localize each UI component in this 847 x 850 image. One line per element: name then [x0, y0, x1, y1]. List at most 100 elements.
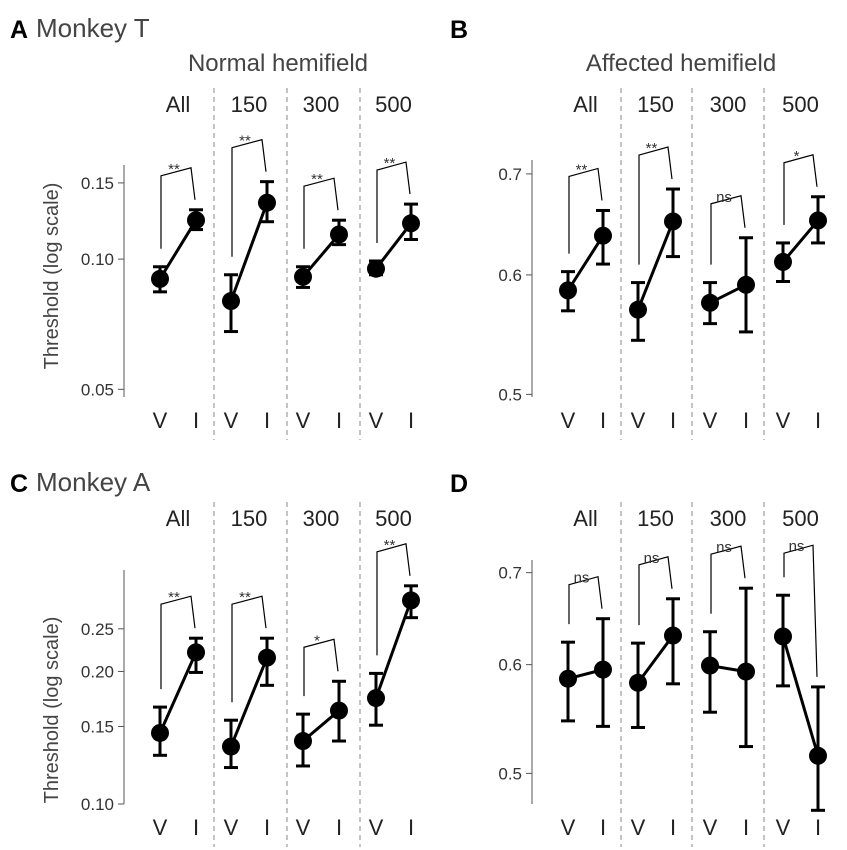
panel-d-group-150-point-v: [629, 673, 647, 692]
panel-b-group-all-connector: [566, 234, 605, 292]
panel-a-group-all-label: All: [166, 92, 190, 117]
panel-a-group-500-point-v: [367, 259, 385, 278]
panel-c-group-500-label: 500: [375, 506, 412, 531]
panel-b-group-300-x-label-v: V: [703, 408, 718, 433]
panel-b-group-500-connector: [781, 219, 820, 263]
panel-d-group-all-x-label-v: V: [561, 815, 576, 840]
panel-c-group-300-sig-label: *: [314, 632, 320, 649]
panel-b-group-all-point-v: [559, 281, 577, 300]
panel-letter-c: C: [10, 470, 28, 498]
panel-b-group-all-label: All: [573, 92, 597, 117]
panel-a-group-300-sig-bracket: [303, 177, 339, 249]
panel-c-group-150-x-label-i: I: [264, 815, 270, 840]
panel-d-group-all-point-v: [559, 669, 577, 688]
panel-d-group-150-x-label-v: V: [631, 815, 646, 840]
panel-d-group-all-sig-label: ns: [574, 570, 590, 587]
panel-c-group-all-sig-label: **: [168, 589, 180, 606]
panel-a-group-150-point-v: [222, 292, 240, 311]
panel-c-group-500-sig-bracket: [376, 543, 411, 656]
panel-a-group-all-sig-label: **: [168, 161, 180, 178]
panel-d-group-500-sig-bracket: [783, 544, 818, 677]
panel-c-group-150-x-label-v: V: [224, 815, 239, 840]
panel-c-title: Monkey A: [36, 467, 151, 497]
panel-c-group-all-x-label-i: I: [193, 815, 199, 840]
panel-c-group-500-x-label-i: I: [408, 815, 414, 840]
panel-d-group-all-label: All: [573, 506, 597, 531]
panel-b-group-300-point-i: [737, 275, 755, 294]
panel-a-y-tick-label: 0.10: [81, 250, 114, 269]
panel-b-group-all-x-label-v: V: [561, 408, 576, 433]
panel-d-group-300-sig-bracket: [710, 545, 746, 614]
panel-a-group-all-x-label-i: I: [193, 408, 199, 433]
panel-c-group-300-point-i: [330, 701, 348, 720]
panel-a-group-150-label: 150: [231, 92, 268, 117]
panel-c-group-150-point-i: [258, 648, 276, 667]
panel-c-ylabel: Threshold (log scale): [41, 617, 63, 804]
panel-b-group-300-point-v: [701, 293, 719, 312]
panel-b-y-tick-label: 0.6: [498, 266, 522, 285]
panel-b-subtitle: Affected hemifield: [586, 50, 776, 77]
panel-b-group-all-sig-label: **: [576, 161, 588, 178]
panel-d-group-500-connector: [781, 636, 820, 757]
panel-c-group-300-x-label-i: I: [336, 815, 342, 840]
panel-d-group-300-point-v: [701, 656, 719, 675]
panel-b-group-300-sig-label: ns: [716, 189, 732, 206]
panel-a-group-300-connector: [301, 233, 341, 278]
panel-a-group-150-connector: [229, 202, 269, 302]
panel-a-group-500-x-label-v: V: [369, 408, 384, 433]
panel-d-group-150-label: 150: [637, 506, 674, 531]
panel-c-group-300-label: 300: [303, 506, 340, 531]
panel-d-group-500-point-v: [774, 627, 792, 646]
panel-b-y-tick-label: 0.5: [498, 385, 522, 404]
panel-d-group-150-sig-bracket: [638, 556, 673, 626]
panel-a-group-150-sig-label: **: [239, 133, 251, 150]
panel-a-group-300-x-label-v: V: [296, 408, 311, 433]
panel-b-y-tick-label: 0.7: [498, 165, 522, 184]
panel-a-ylabel: Threshold (log scale): [41, 183, 63, 370]
panel-d-group-300-x-label-v: V: [703, 815, 718, 840]
panel-b-group-500-sig-label: *: [794, 148, 800, 165]
panel-a-group-300-point-i: [330, 225, 348, 244]
panel-d-group-all-x-label-i: I: [600, 815, 606, 840]
panel-c-group-300-sig-bracket: [303, 638, 339, 697]
panel-b-group-150-x-label-v: V: [631, 408, 646, 433]
panel-d-group-300-point-i: [737, 662, 755, 681]
panel-b-group-150-sig-label: **: [646, 140, 658, 157]
panel-b-group-all-sig-bracket: [568, 167, 603, 254]
panel-d-group-150-x-label-i: I: [670, 815, 676, 840]
panel-d-group-500-label: 500: [782, 506, 819, 531]
panel-c-group-all-x-label-v: V: [153, 815, 168, 840]
panel-c-group-500-point-i: [402, 591, 420, 610]
panel-c-group-150-connector: [229, 657, 269, 748]
panel-a-group-all-x-label-v: V: [153, 408, 168, 433]
panel-a-group-150-point-i: [258, 193, 276, 212]
panel-c-group-300-x-label-v: V: [296, 815, 311, 840]
panel-b-group-500-sig-bracket: [783, 153, 818, 225]
panel-b-group-300-label: 300: [710, 92, 747, 117]
panel-d-group-150-connector: [636, 634, 675, 684]
panel-c-group-500-sig-label: **: [384, 537, 396, 554]
panel-c-group-all-label: All: [166, 506, 190, 531]
panel-b-group-500-x-label-i: I: [815, 408, 821, 433]
panel-a-group-150-sig-bracket: [231, 138, 267, 257]
panel-d-group-300-label: 300: [710, 506, 747, 531]
panel-a-group-all-sig-bracket: [160, 167, 196, 249]
panel-b-group-500-point-i: [809, 211, 827, 230]
panel-c-y-tick-label: 0.10: [81, 795, 114, 814]
panel-c-group-500-point-v: [367, 689, 385, 708]
panel-c-group-150-sig-label: **: [239, 589, 251, 606]
panel-a-group-500-x-label-i: I: [408, 408, 414, 433]
panel-c-y-tick-label: 0.25: [81, 620, 114, 639]
panel-c-group-all-point-i: [187, 643, 205, 662]
panel-a-group-500-label: 500: [375, 92, 412, 117]
panel-d-group-300-x-label-i: I: [743, 815, 749, 840]
panel-b-group-500-point-v: [774, 252, 792, 271]
panel-d-y-tick-label: 0.7: [498, 564, 522, 583]
panel-a-subtitle: Normal hemifield: [188, 50, 368, 77]
panel-d-group-all-sig-bracket: [568, 575, 603, 625]
panel-c-group-all-point-v: [151, 723, 169, 742]
panel-b-group-150-point-v: [629, 300, 647, 319]
